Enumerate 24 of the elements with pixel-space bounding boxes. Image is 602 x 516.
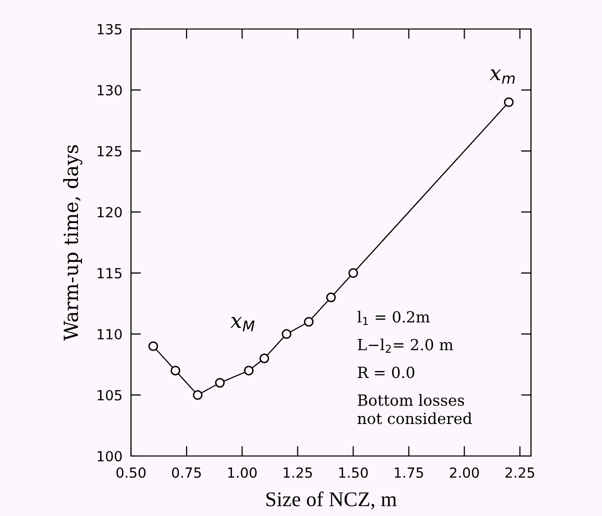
y-tick-label: 115 <box>98 268 122 278</box>
x-tick-label: 0.75 <box>172 467 201 478</box>
annotation: x$_{m}$ <box>490 69 515 84</box>
x-tick-label: 1.50 <box>339 467 368 478</box>
y-axis-title: Warm-up time, days <box>63 145 82 341</box>
x-tick-label: 0.50 <box>116 467 146 478</box>
annotation: R = 0.0 <box>358 366 414 378</box>
annotation: x$_{M}$ <box>230 317 255 332</box>
x-tick-label: 1.25 <box>284 467 312 478</box>
y-tick-label: 100 <box>98 450 122 462</box>
y-tick-label: 125 <box>98 146 122 156</box>
x-tick-label: 2.00 <box>450 467 479 478</box>
y-tick-label: 110 <box>98 328 122 340</box>
x-axis-title: Size of NCZ, m <box>266 491 397 510</box>
x-tick-label: 1.75 <box>394 468 424 478</box>
y-tick-label: 120 <box>98 206 122 218</box>
annotation: Bottom losses not considered <box>358 394 472 424</box>
y-tick-label: 105 <box>98 390 122 400</box>
y-tick-label: 135 <box>98 24 122 34</box>
x-tick-label: 1.00 <box>228 467 257 478</box>
y-tick-label: 130 <box>98 84 122 96</box>
x-tick-label: 2.25 <box>505 467 534 478</box>
annotation: l$_{1}$ = 0.2m <box>357 310 430 325</box>
annotation: L−l$_{2}$= 2.0 m <box>358 338 454 353</box>
